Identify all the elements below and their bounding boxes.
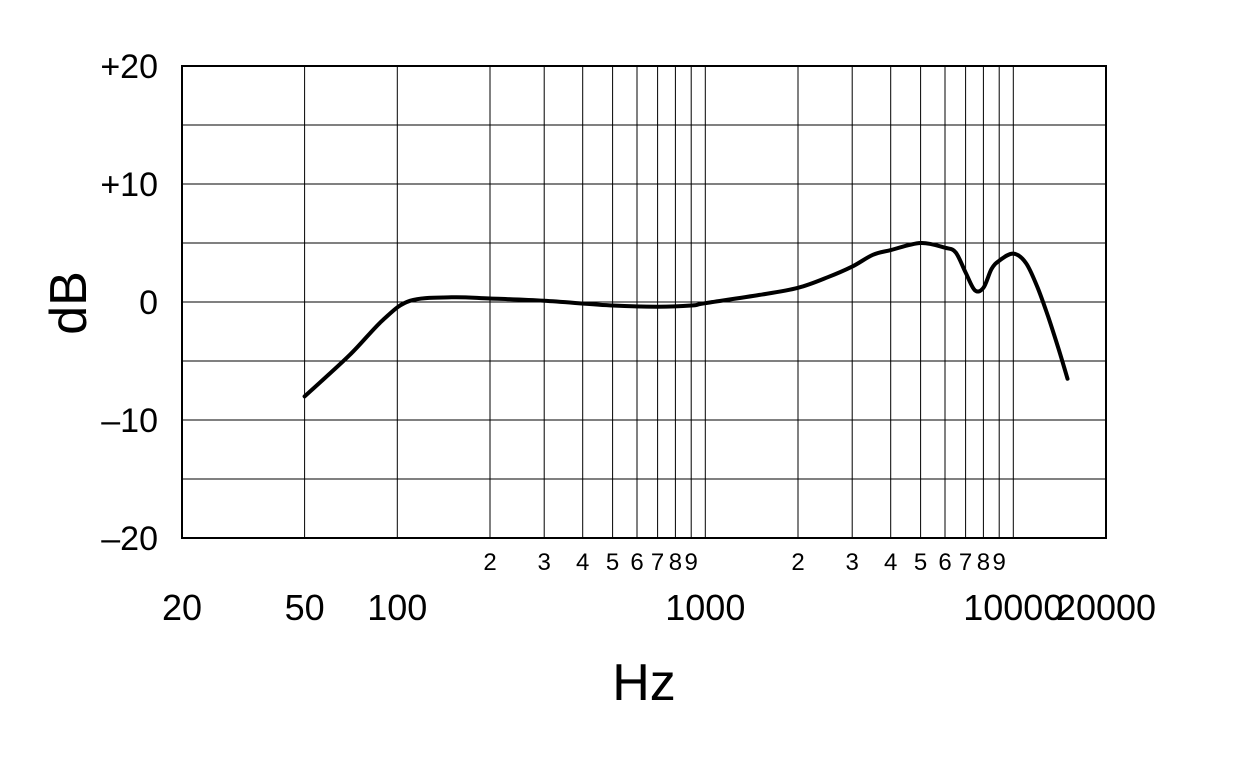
- y-tick-label: +10: [100, 166, 158, 204]
- x-major-tick-label: 10000: [963, 587, 1063, 628]
- x-major-tick-label: 20: [162, 587, 202, 628]
- x-minor-tick-label: 2: [791, 549, 804, 576]
- x-minor-tick-label: 5: [606, 549, 619, 576]
- response-curve: [302, 240, 1070, 399]
- x-minor-tick-label: 4: [884, 549, 897, 576]
- x-major-tick-label: 50: [285, 587, 325, 628]
- y-axis-label: dB: [40, 271, 98, 335]
- grid: [182, 65, 1106, 539]
- y-tick-label: –20: [101, 520, 158, 558]
- x-minor-tick-label: 6: [630, 549, 643, 576]
- x-minor-tick-label: 4: [576, 549, 589, 576]
- x-major-tick-label: 1000: [665, 587, 745, 628]
- x-major-tick-label: 100: [367, 587, 427, 628]
- x-minor-tick-label: 8: [977, 549, 990, 576]
- y-tick-label: 0: [139, 284, 158, 322]
- x-minor-tick-label: 8: [669, 549, 682, 576]
- x-minor-tick-label: 3: [538, 549, 551, 576]
- y-tick-label: –10: [101, 402, 158, 440]
- x-axis-label: Hz: [612, 654, 676, 712]
- x-minor-tick-label: 9: [993, 549, 1006, 576]
- x-minor-tick-label: 5: [914, 549, 927, 576]
- x-minor-tick-label: 6: [938, 549, 951, 576]
- x-minor-tick-label: 9: [685, 549, 698, 576]
- y-tick-label: +20: [100, 48, 158, 86]
- plot-area-frame: [181, 65, 1107, 539]
- x-minor-tick-label: 3: [846, 549, 859, 576]
- y-tick-labels: +20 +10 0 –10 –20: [100, 48, 158, 558]
- x-minor-tick-label: 7: [959, 549, 972, 576]
- x-minor-tick-label: 7: [651, 549, 664, 576]
- x-major-tick-label: 20000: [1056, 587, 1156, 628]
- x-minor-tick-label: 2: [483, 549, 496, 576]
